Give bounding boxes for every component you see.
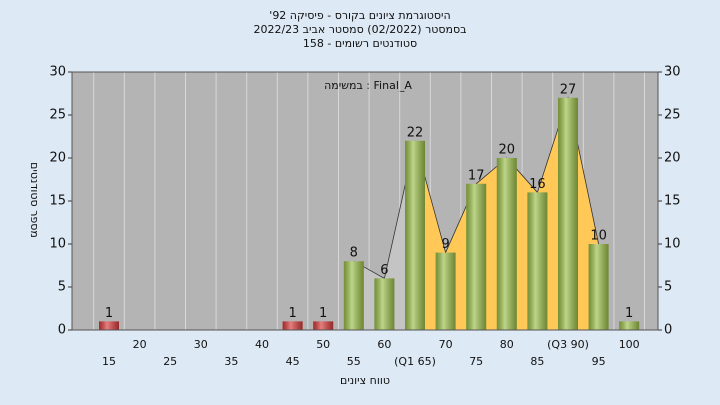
- y2-tick-label: 20: [664, 151, 681, 166]
- data-label: 27: [560, 82, 577, 97]
- data-label: 1: [625, 306, 633, 321]
- bar-shade: [466, 183, 487, 330]
- x-tick-label: (Q3 90): [547, 338, 589, 351]
- data-label: 20: [499, 143, 516, 158]
- bar-shade: [282, 321, 303, 330]
- chart-title: 'היסטוגרמת ציונים בקורס - פיסיקה 92: [269, 9, 450, 22]
- y-tick-label: 5: [58, 280, 66, 295]
- plot-border: [71, 71, 659, 331]
- bar-shade: [527, 192, 548, 330]
- x-tick-label: 60: [377, 338, 391, 351]
- data-label: 1: [105, 306, 113, 321]
- data-label: 1: [288, 306, 296, 321]
- chart-subtitle: סטודנטים רשומים - 158: [303, 37, 417, 50]
- y-tick-label: 30: [49, 65, 66, 80]
- x-tick-label: 40: [255, 338, 269, 351]
- data-label: 22: [407, 125, 424, 140]
- bar-shade: [558, 97, 578, 330]
- bar-shade: [588, 244, 609, 330]
- y2-tick-label: 10: [664, 237, 681, 252]
- x-tick-label: 30: [194, 338, 208, 351]
- y-axis-label: מספר סטודנטים: [28, 162, 41, 238]
- bar-shade: [619, 321, 640, 330]
- x-axis-label: טווח ציונים: [340, 374, 390, 387]
- x-tick-label: 85: [530, 355, 544, 368]
- x-tick-label: (Q1 65): [394, 355, 436, 368]
- data-label: 1: [319, 306, 327, 321]
- bar-shade: [435, 252, 456, 330]
- bar-shade: [343, 261, 364, 330]
- bar-shade: [313, 321, 334, 330]
- y2-tick-label: 30: [664, 65, 681, 80]
- data-label: 17: [468, 168, 485, 183]
- chart-subtitle: בסמסטר (02/2022) סמסטר אביב 2022/23: [253, 23, 466, 36]
- x-tick-label: 75: [469, 355, 483, 368]
- annotation: במשימה : Final_A: [324, 79, 412, 92]
- x-tick-label: 35: [224, 355, 238, 368]
- data-label: 9: [441, 237, 449, 252]
- x-tick-label: 20: [133, 338, 147, 351]
- x-tick-label: 95: [592, 355, 606, 368]
- y2-tick-label: 15: [664, 194, 681, 209]
- bar-shade: [99, 321, 119, 330]
- bar-shade: [405, 140, 425, 330]
- data-label: 8: [350, 246, 358, 261]
- y-tick-label: 10: [49, 237, 66, 252]
- y-tick-label: 20: [49, 151, 66, 166]
- x-tick-label: 25: [163, 355, 177, 368]
- data-label: 6: [380, 263, 388, 278]
- bar-shade: [496, 158, 517, 330]
- x-tick-label: 100: [619, 338, 640, 351]
- x-tick-label: 45: [286, 355, 300, 368]
- x-tick-label: 80: [500, 338, 514, 351]
- y2-tick-label: 5: [664, 280, 672, 295]
- y2-tick-label: 25: [664, 108, 681, 123]
- x-tick-label: 15: [102, 355, 116, 368]
- y-tick-label: 0: [58, 323, 66, 338]
- y2-tick-label: 0: [664, 323, 672, 338]
- bar-shade: [374, 278, 395, 330]
- data-label: 10: [590, 229, 607, 244]
- y-tick-label: 15: [49, 194, 66, 209]
- data-label: 16: [529, 177, 546, 192]
- x-tick-label: 50: [316, 338, 330, 351]
- x-tick-label: 70: [439, 338, 453, 351]
- y-tick-label: 25: [49, 108, 66, 123]
- x-tick-label: 55: [347, 355, 361, 368]
